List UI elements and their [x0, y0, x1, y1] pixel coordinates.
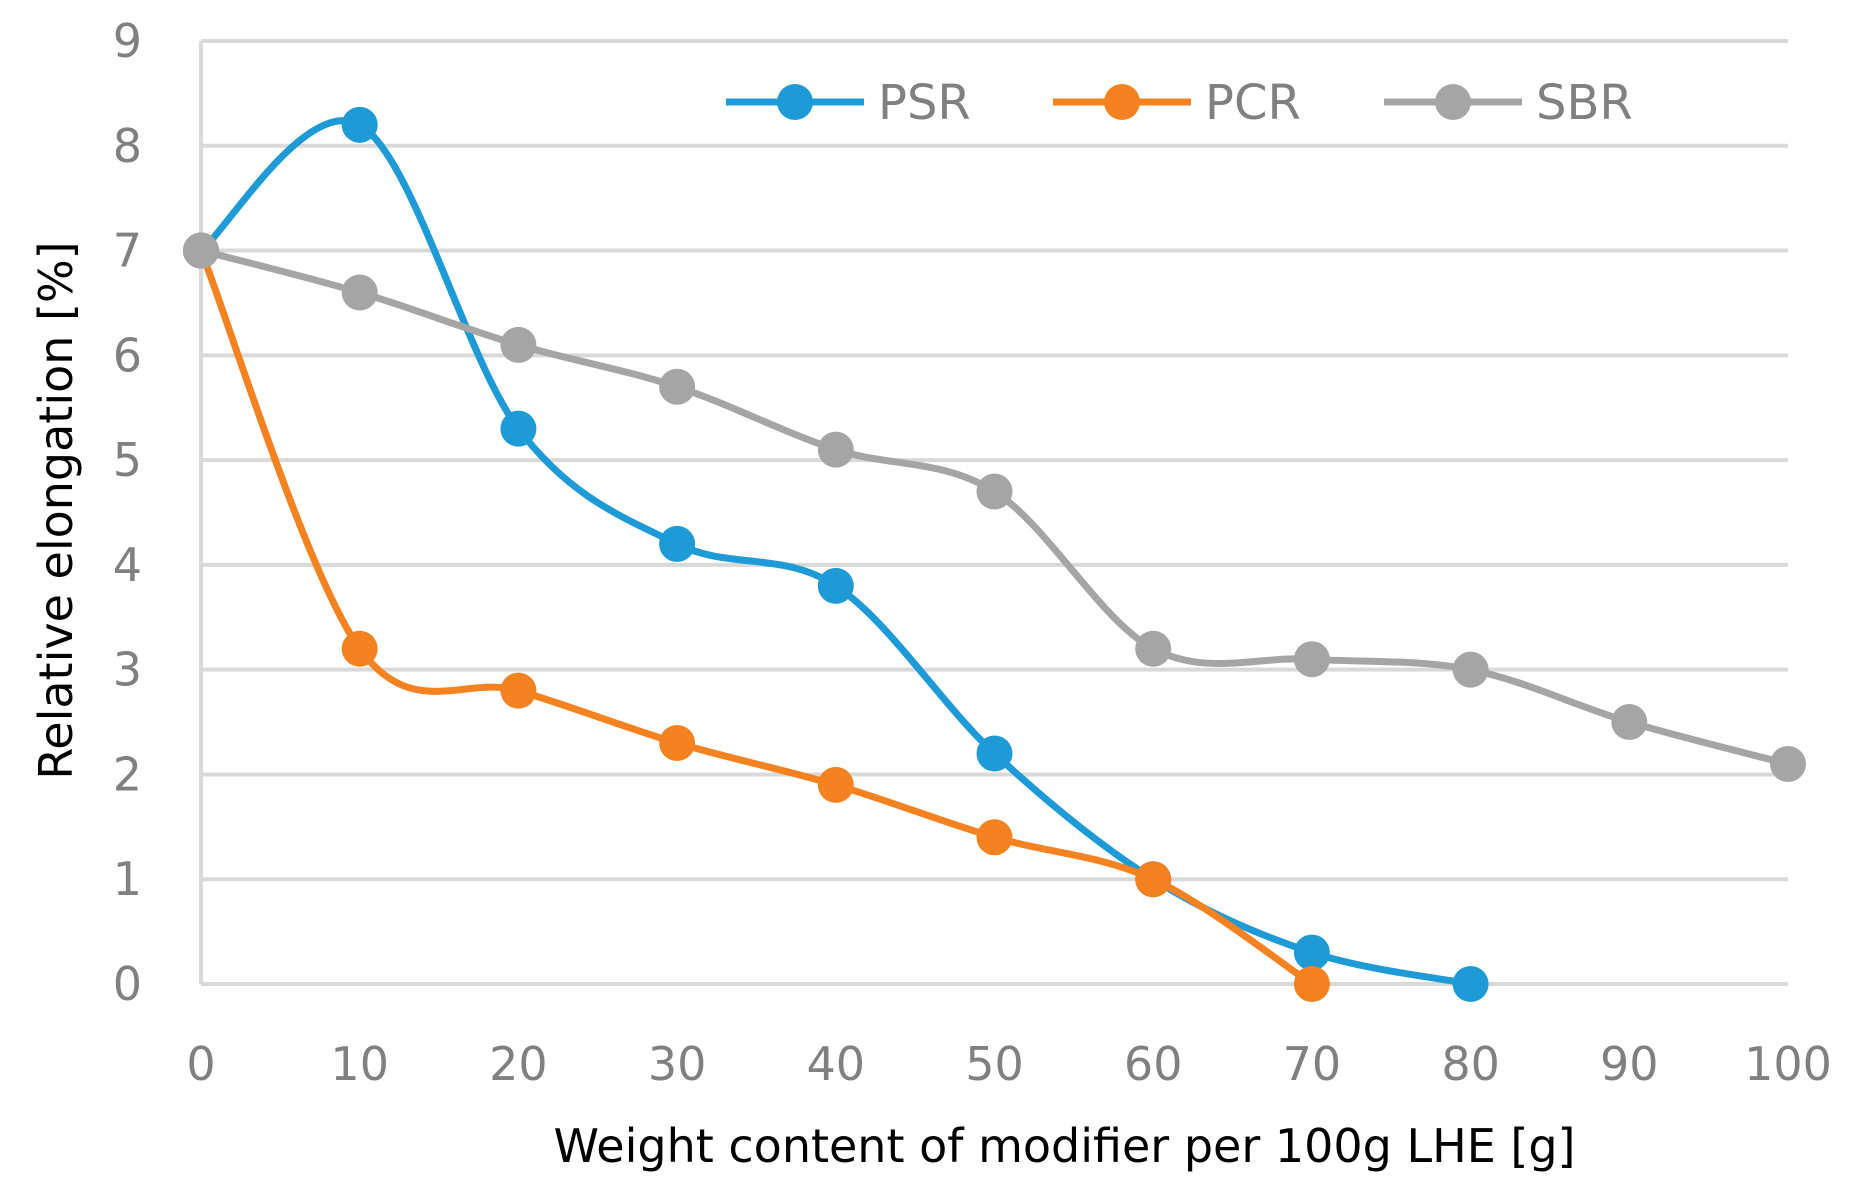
data-point-psr	[817, 567, 854, 604]
data-point-psr	[500, 410, 537, 447]
data-point-pcr	[976, 819, 1013, 856]
y-tick-label: 6	[113, 328, 142, 382]
x-tick-label: 30	[648, 1037, 707, 1091]
data-point-pcr	[341, 630, 378, 667]
data-point-sbr	[659, 368, 696, 405]
data-point-psr	[1452, 966, 1489, 1002]
x-tick-label: 60	[1124, 1037, 1183, 1091]
x-tick-label: 50	[965, 1037, 1024, 1091]
data-point-sbr	[1293, 641, 1330, 678]
data-point-sbr	[817, 431, 854, 468]
x-tick-label: 10	[330, 1037, 389, 1091]
markers-sbr	[183, 232, 1806, 782]
legend-label: PSR	[878, 75, 971, 131]
legend-label: PCR	[1205, 75, 1301, 131]
data-point-pcr	[1293, 966, 1330, 1002]
x-axis-title: Weight content of modifier per 100g LHE …	[554, 1119, 1576, 1173]
data-point-psr	[341, 106, 378, 143]
data-point-pcr	[817, 766, 854, 803]
data-point-sbr	[1452, 651, 1489, 688]
series-markers	[183, 106, 1806, 1002]
legend-swatch-marker	[1435, 84, 1471, 120]
y-tick-label: 2	[113, 747, 142, 801]
y-tick-label: 0	[113, 957, 142, 1011]
series-line-pcr	[197, 247, 1316, 988]
x-tick-label: 40	[807, 1037, 866, 1091]
data-point-pcr	[659, 725, 696, 762]
data-point-sbr	[341, 274, 378, 311]
data-point-sbr	[1135, 630, 1172, 667]
legend-swatch-marker	[777, 84, 813, 120]
y-tick-label: 5	[113, 433, 142, 487]
x-tick-label: 90	[1600, 1037, 1659, 1091]
data-point-pcr	[500, 672, 537, 709]
y-tick-label: 8	[113, 119, 142, 173]
x-tick-label: 100	[1744, 1037, 1832, 1091]
legend-item-psr: PSR	[726, 75, 971, 131]
y-tick-label: 7	[113, 224, 142, 278]
data-point-sbr	[976, 473, 1013, 510]
x-tick-labels: 0 10 20 30 40 50 60 70 80 90 100	[186, 1037, 1832, 1091]
x-tick-label: 0	[186, 1037, 215, 1091]
data-point-psr	[1293, 934, 1330, 971]
x-tick-label: 20	[489, 1037, 548, 1091]
series-line-psr	[197, 117, 1475, 988]
markers-psr	[183, 106, 1489, 1002]
y-tick-label: 3	[113, 643, 142, 697]
legend-item-sbr: SBR	[1384, 75, 1633, 131]
data-point-sbr	[1611, 704, 1648, 741]
y-tick-label: 9	[113, 14, 142, 68]
y-tick-label: 4	[113, 538, 142, 592]
gridlines	[201, 39, 1788, 986]
data-point-sbr	[1770, 745, 1806, 782]
x-tick-label: 70	[1283, 1037, 1342, 1091]
legend: PSR PCR SBR	[726, 75, 1633, 131]
data-point-pcr	[1135, 861, 1172, 898]
markers-pcr	[183, 232, 1330, 1002]
legend-label: SBR	[1536, 75, 1633, 131]
y-tick-label: 1	[113, 852, 142, 906]
data-point-psr	[659, 525, 696, 562]
data-point-sbr	[183, 232, 219, 269]
y-axis-title: Relative elongation [%]	[29, 241, 83, 779]
y-tick-labels: 0 1 2 3 4 5 6 7 8 9	[113, 14, 142, 1011]
legend-item-pcr: PCR	[1053, 75, 1301, 131]
x-tick-label: 80	[1441, 1037, 1500, 1091]
data-point-sbr	[500, 326, 537, 363]
legend-swatch-marker	[1104, 84, 1140, 120]
data-point-psr	[976, 735, 1013, 772]
